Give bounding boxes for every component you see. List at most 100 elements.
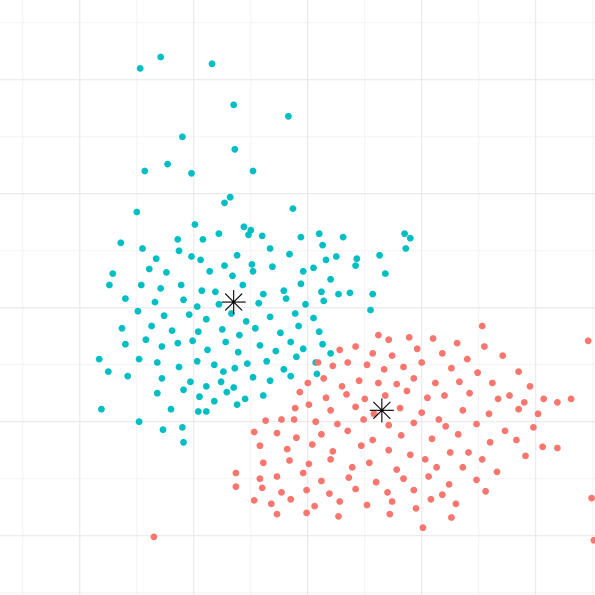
scatter-point: [335, 513, 342, 520]
scatter-point: [133, 208, 141, 216]
scatter-point: [304, 379, 312, 387]
scatter-point: [167, 405, 175, 413]
scatter-point: [229, 272, 236, 280]
scatter-point: [534, 410, 542, 418]
scatter-point: [137, 281, 145, 289]
scatter-point: [352, 485, 359, 493]
scatter-point: [258, 484, 266, 492]
scatter-point: [393, 466, 401, 473]
scatter-point: [210, 397, 218, 405]
scatter-point: [231, 145, 239, 153]
scatter-point: [481, 343, 488, 350]
scatter-point: [388, 498, 396, 505]
scatter-point: [215, 230, 223, 238]
scatter-point: [352, 343, 359, 350]
scatter-point: [202, 383, 210, 390]
scatter-point: [157, 53, 165, 61]
scatter-point: [266, 245, 274, 252]
scatter-point: [501, 427, 509, 435]
scatter-point: [339, 233, 347, 241]
scatter-point: [152, 255, 160, 263]
scatter-point: [425, 473, 432, 480]
scatter-point: [153, 359, 161, 366]
scatter-point: [302, 300, 309, 308]
scatter-point: [150, 533, 158, 541]
scatter-point: [380, 365, 388, 373]
scatter-point: [466, 389, 473, 397]
scatter-point: [273, 429, 281, 437]
scatter-point: [199, 236, 207, 243]
scatter-point: [234, 348, 242, 356]
scatter-point: [419, 524, 427, 532]
scatter-point: [429, 335, 437, 342]
scatter-point: [299, 345, 307, 353]
scatter-point: [285, 112, 292, 120]
scatter-point: [540, 395, 548, 403]
scatter-point: [478, 322, 486, 330]
scatter-point: [432, 379, 439, 387]
scatter-point: [232, 469, 240, 477]
scatter-point: [139, 245, 146, 252]
scatter-point: [222, 338, 230, 346]
scatter-point: [406, 234, 414, 242]
scatter-point: [459, 463, 467, 471]
scatter-point: [305, 460, 313, 468]
scatter-point: [344, 359, 352, 366]
scatter-point: [157, 285, 165, 292]
scatter-point: [223, 388, 231, 396]
scatter-point: [236, 331, 243, 339]
scatter-point: [413, 345, 421, 353]
scatter-point: [346, 289, 354, 297]
scatter-point: [255, 299, 263, 307]
scatter-point: [231, 364, 239, 372]
scatter-point: [446, 449, 454, 456]
scatter-point: [590, 536, 595, 544]
scatter-point: [135, 355, 143, 363]
scatter-point: [445, 481, 453, 488]
scatter-point: [520, 399, 528, 406]
scatter-point: [554, 444, 561, 452]
scatter-point: [370, 410, 378, 418]
scatter-point: [336, 498, 344, 505]
scatter-point: [208, 60, 216, 68]
scatter-point: [329, 362, 337, 370]
scatter-point: [335, 290, 342, 298]
scatter-point: [230, 101, 238, 109]
scatter-point: [308, 441, 316, 448]
scatter-point: [202, 315, 210, 323]
scatter-point: [314, 359, 322, 366]
scatter-point: [352, 262, 359, 269]
scatter-point: [151, 298, 159, 306]
scatter-point: [296, 388, 304, 396]
scatter-point: [396, 404, 404, 412]
scatter-point: [385, 421, 393, 429]
scatter-point: [412, 505, 420, 512]
scatter-point: [233, 251, 241, 259]
scatter-point: [259, 290, 267, 298]
scatter-point: [256, 475, 264, 483]
scatter-point: [158, 375, 166, 382]
scatter-point: [348, 463, 356, 471]
scatter-point: [513, 436, 520, 444]
scatter-point: [410, 375, 418, 382]
scatter-point: [269, 263, 276, 271]
scatter-point: [221, 199, 228, 207]
centroid-markers: [221, 290, 394, 423]
scatter-point: [286, 250, 293, 258]
scatter-point: [297, 280, 305, 288]
scatter-point: [98, 405, 105, 413]
scatter-point: [400, 475, 407, 483]
scatter-point: [299, 267, 307, 275]
scatter-point: [530, 424, 537, 431]
scatter-point: [118, 324, 126, 332]
scatter-point: [221, 262, 228, 269]
scatter-point: [393, 380, 401, 388]
scatter-point: [266, 377, 274, 385]
scatter-point: [249, 373, 257, 381]
scatter-point: [122, 340, 129, 348]
scatter-point: [104, 368, 112, 375]
scatter-point: [397, 432, 405, 439]
scatter-point: [554, 399, 561, 406]
scatter-point: [310, 264, 317, 272]
scatter-point: [245, 231, 252, 239]
